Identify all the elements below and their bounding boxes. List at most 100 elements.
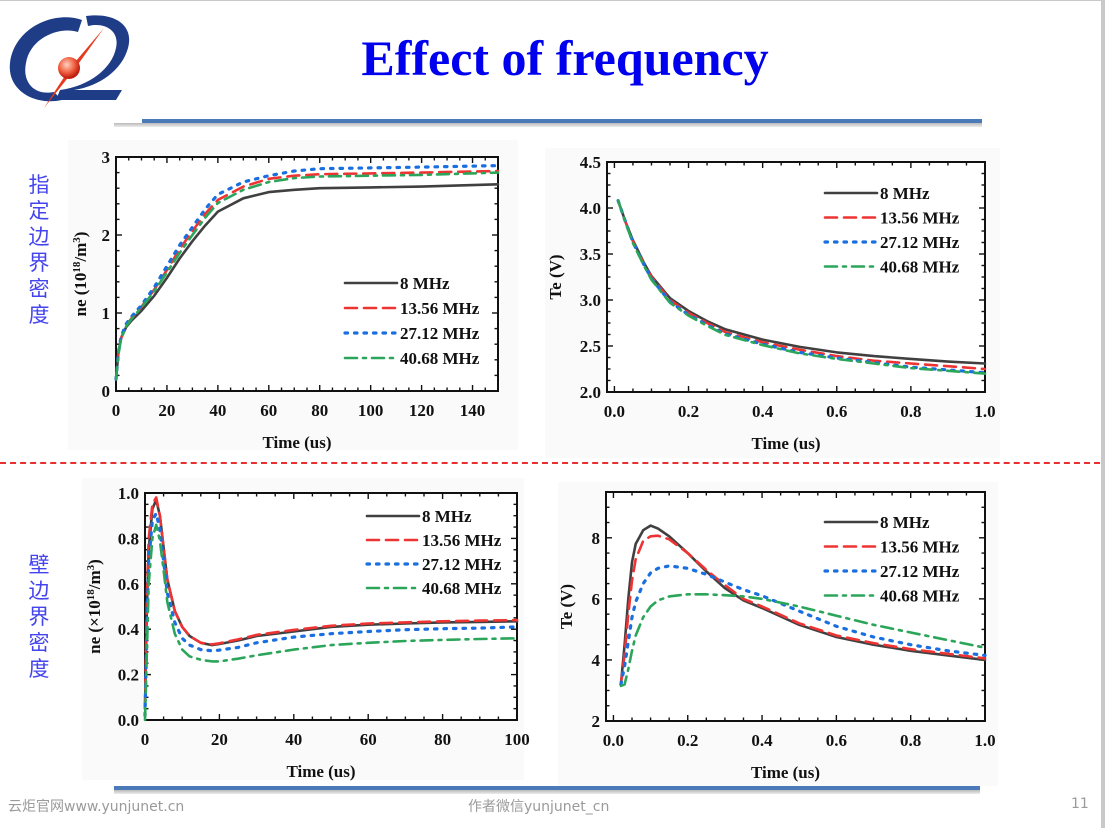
y-axis-label: Te (V) bbox=[557, 584, 576, 629]
side-label-char: 指 bbox=[28, 173, 50, 197]
x-tick-label: 0.4 bbox=[752, 402, 774, 421]
x-tick-label: 0.6 bbox=[826, 402, 847, 421]
y-tick-label: 8 bbox=[592, 529, 601, 548]
y-tick-label: 2 bbox=[102, 226, 111, 245]
series-line-8-mhz bbox=[143, 498, 519, 710]
y-axis-label-superscript: 3 bbox=[71, 237, 83, 243]
legend-label: 27.12 MHz bbox=[422, 555, 502, 574]
legend-label: 8 MHz bbox=[400, 274, 450, 293]
y-tick-label: 0.6 bbox=[118, 575, 139, 594]
legend-label: 8 MHz bbox=[422, 507, 472, 526]
legend-label: 27.12 MHz bbox=[880, 233, 960, 252]
x-tick-label: 1.0 bbox=[974, 402, 995, 421]
y-tick-label: 0.2 bbox=[118, 666, 139, 685]
series-line-27-12-mhz bbox=[143, 511, 519, 718]
y-axis-label-part: /m bbox=[85, 570, 104, 590]
x-tick-label: 80 bbox=[434, 730, 451, 749]
slide-top-border bbox=[0, 0, 1105, 1]
x-tick-label: 20 bbox=[211, 730, 228, 749]
chart-bottom-left-frame bbox=[144, 492, 518, 721]
chart-bottom-left-background bbox=[82, 478, 524, 780]
side-label-char: 定 bbox=[28, 199, 50, 223]
series-line-13-56-mhz bbox=[616, 199, 987, 371]
footer-website: 云炬官网www.yunjunet.cn bbox=[8, 799, 185, 815]
legend-label: 8 MHz bbox=[880, 184, 930, 203]
series-line-8-mhz bbox=[619, 524, 987, 686]
title-underline-shadow bbox=[114, 123, 982, 127]
y-axis-label-part: /m bbox=[71, 243, 90, 263]
legend-label: 40.68 MHz bbox=[400, 349, 480, 368]
slide-title: Effect of frequency bbox=[361, 30, 769, 86]
x-tick-label: 60 bbox=[260, 401, 277, 420]
y-axis-label-part: ne (10 bbox=[71, 273, 90, 317]
y-tick-label: 0.8 bbox=[118, 529, 139, 548]
x-tick-label: 140 bbox=[460, 401, 486, 420]
y-tick-label: 0.4 bbox=[118, 620, 140, 639]
x-tick-label: 100 bbox=[358, 401, 384, 420]
x-tick-label: 20 bbox=[158, 401, 175, 420]
side-label-bottom: 壁 边 界 密 度 bbox=[24, 552, 54, 682]
institution-logo-icon bbox=[9, 15, 130, 108]
series-line-13-56-mhz bbox=[143, 496, 519, 710]
y-axis-label-part: ) bbox=[71, 232, 90, 238]
x-tick-label: 0.0 bbox=[603, 731, 624, 750]
side-label-char: 边 bbox=[28, 579, 50, 603]
y-tick-label: 4 bbox=[592, 651, 601, 670]
legend-label: 13.56 MHz bbox=[400, 299, 480, 318]
footer-rule bbox=[114, 786, 980, 790]
y-tick-label: 3.5 bbox=[580, 245, 601, 264]
y-tick-label: 4.0 bbox=[580, 199, 601, 218]
y-tick-label: 2.5 bbox=[580, 337, 601, 356]
series-line-40-68-mhz bbox=[143, 523, 519, 722]
x-tick-label: 0.2 bbox=[678, 402, 699, 421]
series-line-27-12-mhz bbox=[616, 199, 987, 375]
legend-label: 27.12 MHz bbox=[880, 562, 960, 581]
chart-bottom-right-frame bbox=[605, 491, 986, 722]
y-axis-label: ne (1018/m3) bbox=[71, 232, 90, 317]
y-tick-label: 1 bbox=[102, 304, 111, 323]
y-axis-label: ne (×1018/m3) bbox=[85, 559, 104, 654]
side-label-char: 界 bbox=[28, 605, 50, 629]
x-tick-label: 0.4 bbox=[751, 731, 773, 750]
footer-rule-shadow bbox=[114, 790, 980, 794]
y-tick-label: 0 bbox=[102, 382, 111, 401]
side-label-char: 密 bbox=[28, 277, 50, 301]
side-label-char: 度 bbox=[28, 303, 50, 327]
y-axis-label-superscript: 3 bbox=[85, 564, 97, 570]
x-tick-label: 40 bbox=[209, 401, 226, 420]
slide-right-border bbox=[1101, 0, 1105, 828]
series-line-40-68-mhz bbox=[619, 593, 987, 688]
legend-label: 13.56 MHz bbox=[422, 531, 502, 550]
series-line-40-68-mhz bbox=[616, 199, 987, 375]
x-axis-label: Time (us) bbox=[286, 762, 355, 781]
series-line-8-mhz bbox=[114, 183, 500, 381]
x-tick-label: 0.8 bbox=[900, 402, 921, 421]
legend-label: 8 MHz bbox=[880, 513, 930, 532]
x-tick-label: 80 bbox=[311, 401, 328, 420]
section-separator bbox=[0, 462, 1100, 464]
side-label-char: 度 bbox=[28, 657, 50, 681]
legend-label: 13.56 MHz bbox=[880, 209, 960, 228]
y-tick-label: 6 bbox=[592, 590, 601, 609]
page-number: 11 bbox=[1071, 796, 1089, 812]
y-axis-label-superscript: 18 bbox=[71, 261, 83, 273]
series-line-13-56-mhz bbox=[114, 169, 500, 381]
x-tick-label: 100 bbox=[504, 730, 530, 749]
y-tick-label: 0.0 bbox=[118, 711, 139, 730]
x-tick-label: 0 bbox=[112, 401, 121, 420]
side-label-char: 边 bbox=[28, 225, 50, 249]
x-tick-label: 40 bbox=[285, 730, 302, 749]
x-tick-label: 120 bbox=[409, 401, 435, 420]
x-tick-label: 0.8 bbox=[900, 731, 921, 750]
x-axis-label: Time (us) bbox=[751, 763, 820, 782]
series-line-27-12-mhz bbox=[619, 564, 987, 686]
legend-label: 27.12 MHz bbox=[400, 324, 480, 343]
chart-top-right-frame bbox=[606, 161, 986, 393]
footer-wechat: 作者微信yunjunet_cn bbox=[468, 799, 610, 815]
y-axis-label-superscript: 18 bbox=[85, 589, 97, 601]
y-axis-label-part: ) bbox=[85, 559, 104, 565]
chart-top-left-frame bbox=[115, 156, 499, 392]
chart-bottom-right-background bbox=[558, 482, 998, 786]
x-axis-label: Time (us) bbox=[262, 433, 331, 452]
series-line-8-mhz bbox=[616, 199, 987, 365]
